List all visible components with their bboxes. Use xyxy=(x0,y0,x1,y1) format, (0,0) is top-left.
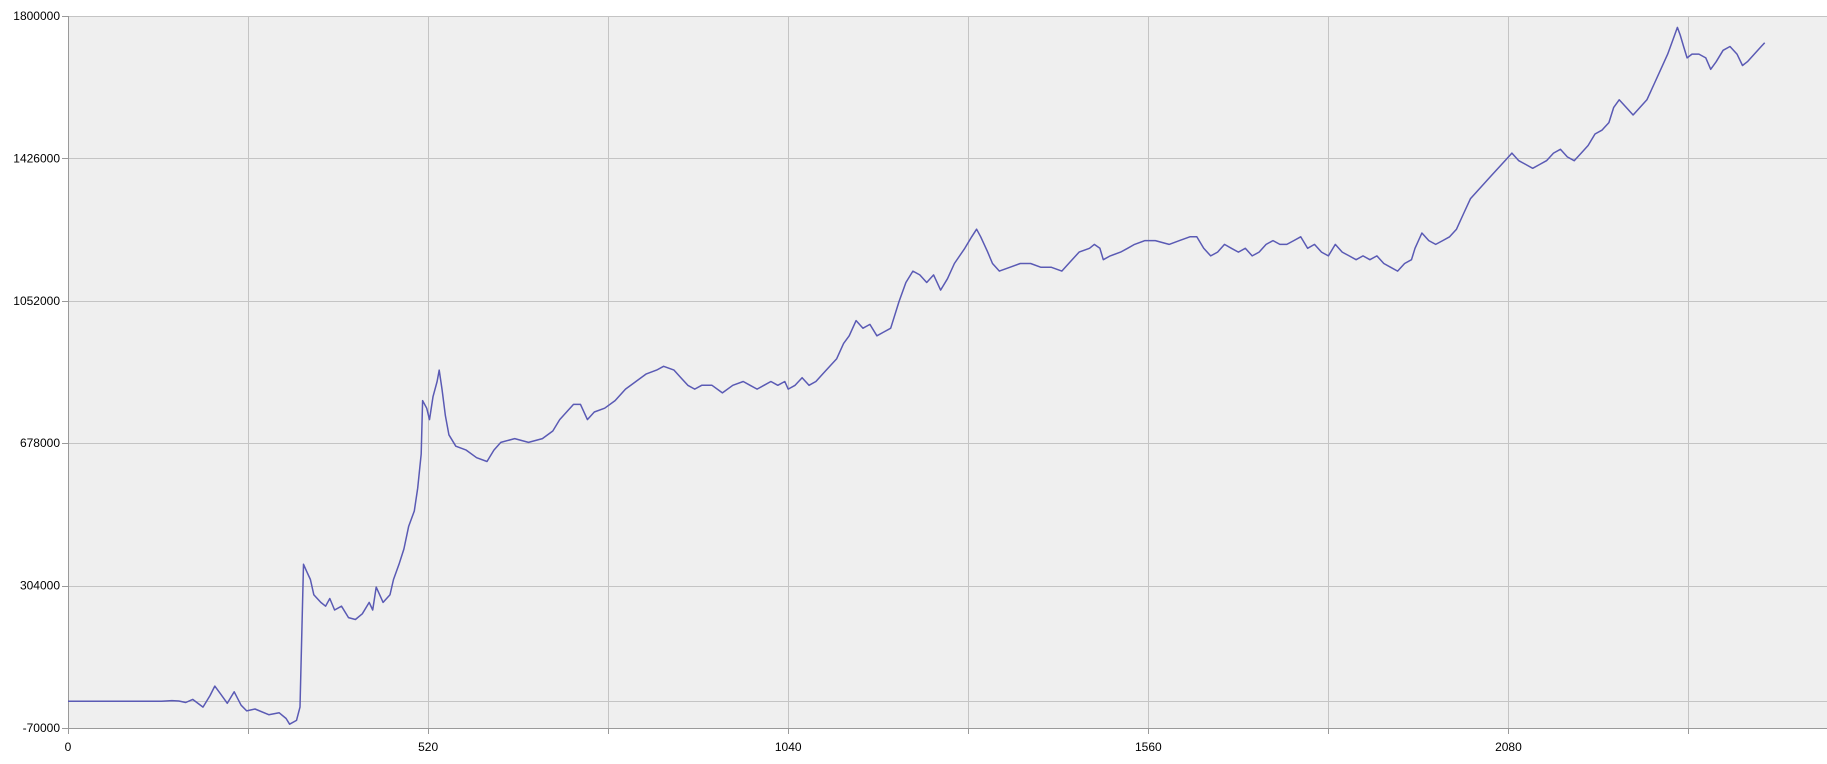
y-tick-label: 1426000 xyxy=(13,151,60,165)
x-tick-label: 520 xyxy=(418,740,438,754)
x-tick-label: 1040 xyxy=(775,740,802,754)
y-tick-label: -70000 xyxy=(23,721,61,735)
gridlines xyxy=(68,16,1827,728)
series-line xyxy=(68,26,1766,725)
x-tick-label: 2080 xyxy=(1495,740,1522,754)
tick-labels: -70000 304000 678000 1052000 1426000 1800000 0… xyxy=(13,9,1522,754)
series-layer xyxy=(68,26,1766,725)
x-tick-label: 1560 xyxy=(1135,740,1162,754)
y-tick-label: 678000 xyxy=(20,436,60,450)
y-tick-label: 304000 xyxy=(20,579,60,593)
axes xyxy=(62,16,1827,734)
y-tick-label: 1800000 xyxy=(13,9,60,23)
y-tick-label: 1052000 xyxy=(13,294,60,308)
x-tick-label: 0 xyxy=(65,740,72,754)
plot-area xyxy=(68,16,1827,728)
